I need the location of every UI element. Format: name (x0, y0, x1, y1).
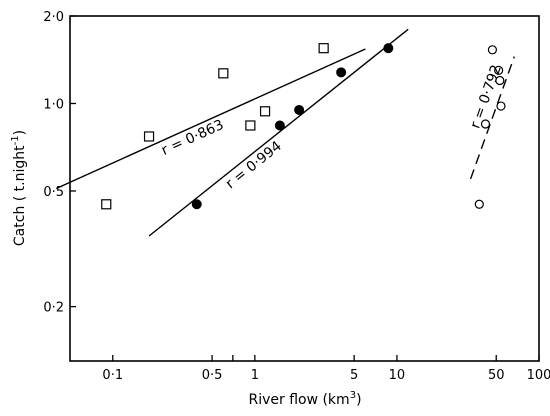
y-tick-label: 0·2 (43, 301, 64, 316)
x-tick-label: 50 (488, 368, 505, 383)
plot-frame (69, 15, 540, 362)
point-square (143, 131, 155, 142)
x-tick-label: 0·1 (102, 368, 123, 383)
point-open-circle (494, 65, 504, 75)
fit-line-3 (469, 56, 515, 180)
point-filled-circle (383, 43, 394, 54)
x-axis: 0·1 0·5 1 5 10 50 100 (102, 355, 550, 383)
point-square (245, 120, 256, 131)
point-filled-circle (274, 120, 285, 131)
point-open-circle (496, 101, 506, 111)
point-filled-circle (191, 199, 202, 210)
fit-lines (55, 28, 515, 237)
point-filled-circle (336, 67, 347, 78)
x-tick-label: 100 (527, 368, 550, 383)
y-axis-label: Catch ( t.night-1) (10, 130, 28, 246)
correlation-label-group: r = 0·994 (223, 138, 285, 192)
correlation-label-2: r = 0·994 (223, 138, 285, 192)
x-tick-label: 0·5 (202, 368, 223, 383)
x-tick-label: 10 (389, 368, 406, 383)
point-square (318, 43, 329, 54)
point-filled-circle (294, 104, 305, 115)
data-points (101, 43, 506, 210)
x-axis-label: River flow (km3) (248, 390, 361, 408)
point-open-circle (474, 199, 484, 209)
point-open-circle (480, 119, 491, 129)
y-tick-label: 0·5 (43, 185, 64, 200)
point-open-circle (495, 75, 505, 86)
point-square (101, 199, 112, 210)
y-axis: 2·0 1·0 0·5 0·2 (43, 10, 76, 316)
y-tick-label: 1·0 (43, 97, 64, 112)
x-tick-label: 5 (350, 368, 358, 383)
x-tick-label: 1 (251, 368, 259, 383)
point-square (218, 68, 229, 79)
fit-line-1 (55, 48, 366, 190)
y-tick-label: 2·0 (43, 10, 64, 25)
point-open-circle (487, 45, 498, 55)
fit-line-2 (148, 28, 409, 237)
point-square (259, 106, 271, 117)
